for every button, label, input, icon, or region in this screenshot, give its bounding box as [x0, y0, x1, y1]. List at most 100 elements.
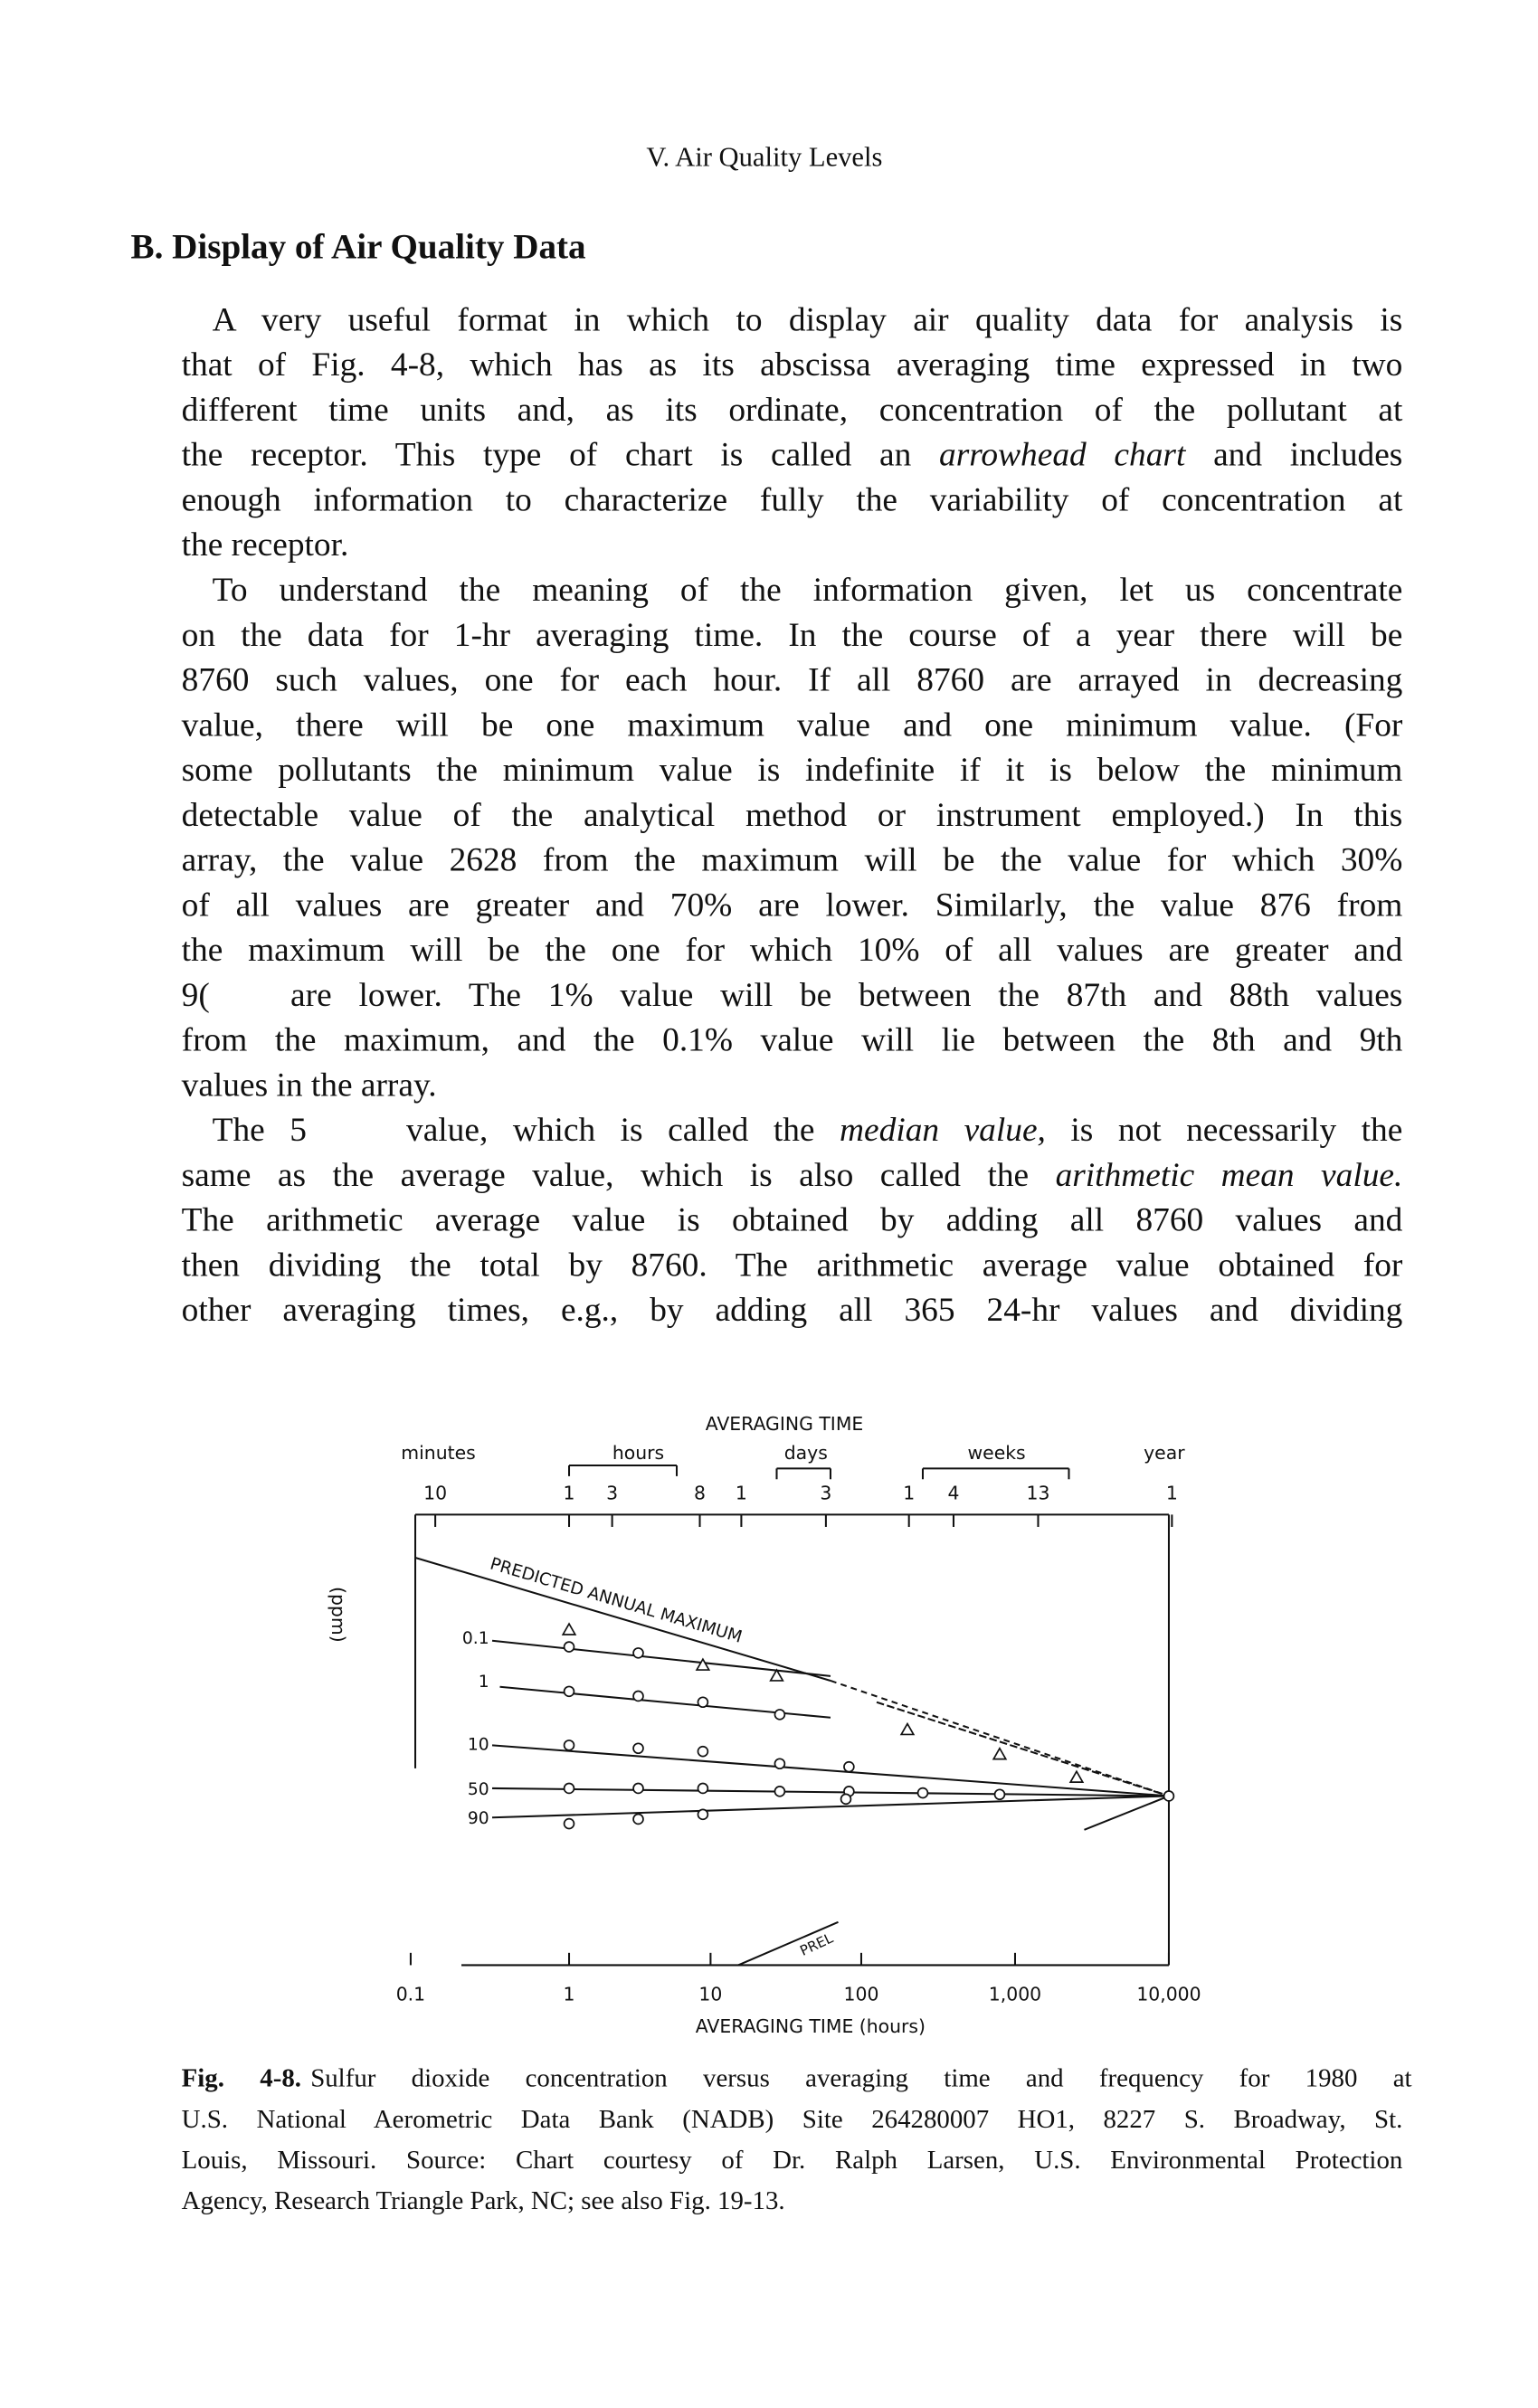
caption-label: Fig. 4-8. [182, 2064, 301, 2093]
marker [1068, 1769, 1085, 1784]
marker [774, 1786, 786, 1797]
italic-text: arrowhead chart [939, 437, 1187, 474]
top-tick-label: 1 [564, 1482, 575, 1503]
body-line: same as the average value, which is also… [182, 1157, 1403, 1194]
bottom-tick-label: 10,000 [1136, 1984, 1201, 2005]
body-line: detectable value of the analytical metho… [182, 797, 1403, 834]
marker [899, 1721, 916, 1736]
body-line: A very useful format in which to display… [213, 301, 1403, 338]
bottom-tick-label: 10 [698, 1984, 722, 2005]
body-line: The arithmetic average value is obtained… [182, 1202, 1403, 1239]
top-tick-label: 1 [1166, 1482, 1178, 1503]
time-unit: hours [612, 1442, 664, 1464]
top-tick-label: 3 [606, 1482, 618, 1503]
marker [774, 1709, 786, 1721]
top-tick-label: 1 [903, 1482, 915, 1503]
body-line: values in the array. [182, 1067, 437, 1104]
marker [563, 1782, 575, 1795]
caption-line: Agency, Research Triangle Park, NC; see … [182, 2186, 785, 2215]
x-axis-label: AVERAGING TIME (hours) [696, 2015, 926, 2037]
marker [563, 1641, 575, 1653]
italic-text: arithmetic mean value. [1056, 1157, 1403, 1194]
marker [769, 1668, 784, 1682]
running-head: V. Air Quality Levels [646, 142, 882, 173]
top-tick-label: 3 [820, 1482, 831, 1503]
marker [632, 1782, 644, 1795]
top-tick-label: 1 [736, 1482, 747, 1503]
body-line: that of Fig. 4-8, which has as its absci… [182, 346, 1403, 384]
body-line: on the data for 1-hr averaging time. In … [182, 617, 1403, 654]
body-line: from the maximum, and the 0.1% value wil… [182, 1022, 1403, 1059]
marker [563, 1685, 575, 1698]
top-tick-label: 10 [423, 1482, 447, 1503]
percentile-label: 90 [468, 1809, 489, 1828]
marker [993, 1788, 1006, 1801]
marker [697, 1696, 709, 1709]
marker [843, 1760, 855, 1773]
body-line: some pollutants the minimum value is ind… [182, 752, 1403, 789]
percentile-label: 1 [479, 1673, 489, 1692]
marker [1163, 1790, 1175, 1802]
time-unit: weeks [968, 1442, 1026, 1464]
text-segment: The 5 value, which is called the [213, 1112, 840, 1149]
bottom-tick-label: 0.1 [396, 1984, 425, 2005]
caption-line: Fig. 4-8. Sulfur dioxide concentration ve… [182, 2064, 1412, 2093]
caption-text: Sulfur dioxide concentration versus aver… [310, 2064, 1411, 2093]
body-line: array, the value 2628 from the maximum w… [182, 842, 1403, 879]
body-line: the receptor. This type of chart is call… [182, 437, 1403, 474]
body-line: 8760 such values, one for each hour. If … [182, 662, 1403, 699]
marker [774, 1758, 786, 1770]
time-unit: minutes [401, 1442, 475, 1464]
marker [561, 1622, 577, 1635]
top-tick-label: 4 [948, 1482, 960, 1503]
marker [697, 1745, 709, 1758]
body-line: then dividing the total by 8760. The ari… [182, 1247, 1403, 1284]
marker [632, 1690, 644, 1702]
figure-frame [414, 1464, 1170, 1967]
marker [697, 1782, 709, 1795]
marker [632, 1647, 644, 1659]
text-segment: the receptor. This type of chart is call… [182, 437, 939, 474]
marker [632, 1742, 644, 1755]
text-segment: is not necessarily the [1046, 1112, 1402, 1149]
marker [840, 1793, 852, 1806]
percentile-label: 10 [468, 1735, 489, 1754]
marker [632, 1813, 644, 1825]
body-line: value, there will be one maximum value a… [182, 706, 1403, 744]
body-line: the maximum will be the one for which 10… [182, 932, 1403, 969]
percentile-label: 50 [468, 1780, 489, 1799]
body-line: To understand the meaning of the informa… [213, 572, 1403, 609]
marker [563, 1817, 575, 1830]
top-tick-label: 13 [1027, 1482, 1050, 1503]
marker [697, 1808, 709, 1821]
body-line: different time units and, as its ordinat… [182, 392, 1403, 429]
marker [916, 1787, 929, 1799]
y-axis-label: (ppm) [328, 1587, 349, 1643]
section-heading: B. Display of Air Quality Data [131, 228, 586, 267]
marker [992, 1747, 1008, 1760]
time-unit: year [1144, 1442, 1185, 1464]
body-line: 9( are lower. The 1% value will be betwe… [182, 977, 1403, 1014]
body-line: the receptor. [182, 526, 349, 564]
bottom-tick-label: 1,000 [989, 1984, 1041, 2005]
marker [695, 1657, 711, 1671]
marker [563, 1740, 575, 1751]
bottom-tick-label: 100 [844, 1984, 879, 2005]
figure-title: AVERAGING TIME [706, 1413, 864, 1435]
bottom-tick-label: 1 [564, 1984, 575, 2005]
caption-line: Louis, Missouri. Source: Chart courtesy … [182, 2146, 1403, 2175]
top-tick-label: 8 [694, 1482, 706, 1503]
body-line: The 5 value, which is called the median … [213, 1112, 1403, 1149]
body-line: other averaging times, e.g., by adding a… [182, 1292, 1403, 1329]
caption-line: U.S. National Aerometric Data Bank (NADB… [182, 2105, 1403, 2134]
body-line: of all values are greater and 70% are lo… [182, 886, 1403, 924]
italic-text: median value, [840, 1112, 1046, 1149]
text-segment: same as the average value, which is also… [182, 1157, 1056, 1194]
time-unit: days [784, 1442, 828, 1464]
text-segment: and includes [1185, 437, 1402, 474]
percentile-label: 0.1 [462, 1629, 489, 1648]
body-line: enough information to characterize fully… [182, 481, 1403, 518]
